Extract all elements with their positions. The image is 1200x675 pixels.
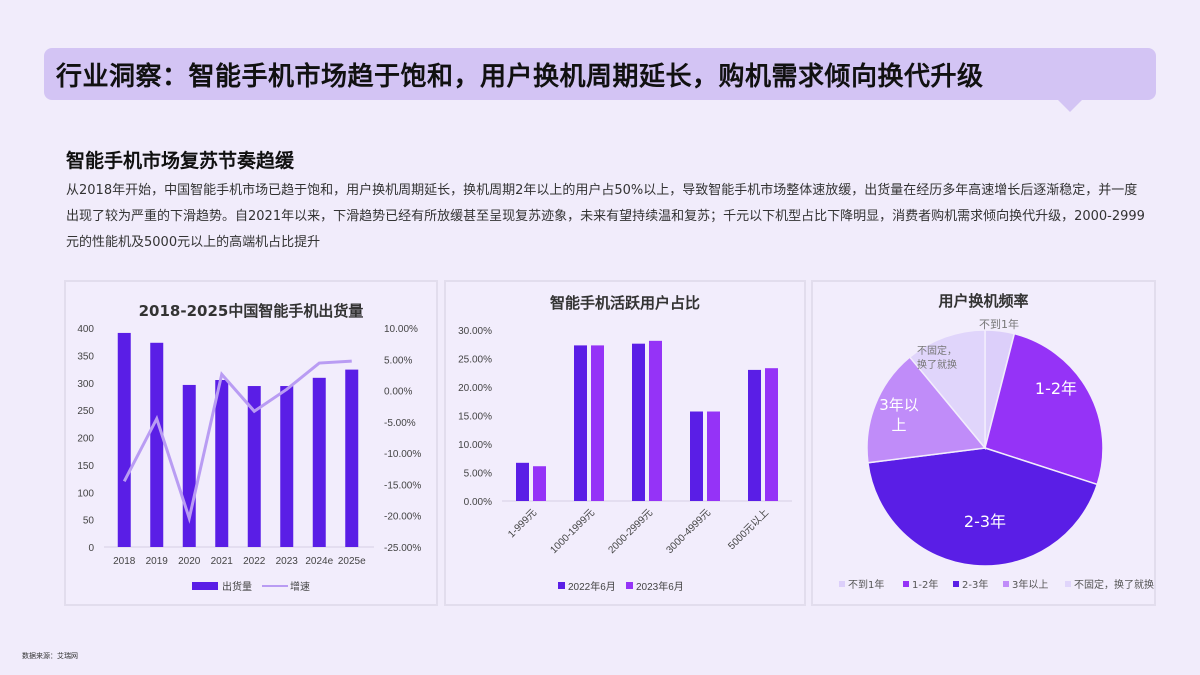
shipment-bar — [150, 342, 164, 547]
slice-label: 2-3年 — [964, 512, 1006, 531]
left-axis-tick: 300 — [77, 379, 94, 390]
section-title: 智能手机市场复苏节奏趋缓 — [66, 150, 295, 172]
y-axis-tick: 0.00% — [464, 497, 492, 508]
share-bar — [649, 340, 662, 501]
pie-slice — [984, 332, 1104, 486]
shipment-bar — [280, 386, 294, 547]
data-source: 数据来源：艾瑞网 — [22, 652, 78, 660]
legend-label: 1-2年 — [912, 578, 938, 591]
title-banner — [44, 48, 1156, 100]
shipment-bar — [215, 380, 229, 547]
right-axis-tick: 0.00% — [384, 387, 412, 398]
pie-slice — [908, 329, 986, 451]
left-axis-tick: 250 — [77, 406, 94, 417]
share-bar — [516, 462, 529, 501]
share-bar — [690, 411, 703, 501]
left-axis-tick: 100 — [77, 488, 94, 499]
right-axis-tick: 10.00% — [384, 324, 418, 335]
shipment-bar — [345, 369, 359, 547]
legend-label: 不固定，换了就换 — [1074, 578, 1154, 591]
shipments-chart-panel: 2018-2025中国智能手机出货量 400 350 300 250 200 150 100… — [64, 280, 438, 606]
replacement-frequency-title: 用户换机频率 — [938, 292, 1029, 310]
left-axis-tick: 200 — [77, 434, 94, 445]
legend-swatch — [839, 581, 845, 587]
x-axis-tick: 2025e — [338, 556, 366, 567]
legend-swatch — [1003, 581, 1009, 587]
right-axis-tick: -20.00% — [384, 512, 421, 523]
pie-slice — [866, 356, 987, 464]
share-bar — [707, 411, 720, 501]
active-users-chart-panel: 智能手机活跃用户占比 30.00% 25.00% 20.00% 15.00% 10.00… — [444, 280, 806, 606]
x-axis-tick: 2021 — [211, 556, 234, 567]
share-bar — [748, 369, 761, 501]
slice-label: 3年以 — [879, 396, 919, 414]
left-axis-tick: 150 — [77, 461, 94, 472]
shipments-chart-title: 2018-2025中国智能手机出货量 — [138, 302, 364, 320]
x-axis-tick: 5000元以上 — [726, 507, 771, 552]
legend-label: 出货量 — [222, 580, 252, 593]
right-axis-tick: -15.00% — [384, 480, 421, 491]
active-users-chart-title: 智能手机活跃用户占比 — [549, 294, 700, 312]
banner-tail — [1058, 100, 1082, 112]
slice-label: 换了就换 — [917, 358, 957, 371]
growth-line — [122, 359, 352, 524]
x-axis-tick: 2024e — [305, 556, 333, 567]
y-axis-tick: 5.00% — [464, 469, 492, 480]
share-bar — [632, 343, 645, 501]
shipment-bar — [117, 332, 131, 547]
shipments-chart: 400 350 300 250 200 150 100 50 0 10.00% 5.00% 0.00%… — [77, 324, 421, 593]
y-axis-tick: 10.00% — [458, 440, 492, 451]
left-axis-tick: 400 — [77, 324, 94, 335]
y-axis-tick: 20.00% — [458, 383, 492, 394]
legend-label: 2-3年 — [962, 578, 988, 591]
slice-label: 不到1年 — [979, 317, 1019, 331]
legend-bar-swatch — [192, 582, 218, 590]
legend-label: 增速 — [290, 580, 310, 593]
shipment-bar — [312, 377, 326, 547]
x-axis-tick: 2000-2999元 — [606, 507, 655, 556]
replacement-frequency-panel: 用户换机频率 不到1年 1-2年 2-3年 3年以上不固定， 换了就换 不到1年 1-2年 2… — [811, 280, 1156, 606]
x-axis-tick: 2023 — [276, 556, 299, 567]
y-axis-tick: 30.00% — [458, 326, 492, 337]
share-bar — [574, 345, 587, 501]
legend-swatch — [626, 582, 633, 589]
active-users-chart: 30.00% 25.00% 20.00% 15.00% 10.00% 5.00% 0.00%… — [458, 326, 792, 593]
page-title: 行业洞察：智能手机市场趋于饱和，用户换机周期延长，购机需求倾向换代升级 — [56, 62, 984, 92]
x-axis-tick: 3000-4999元 — [664, 507, 713, 556]
right-axis-tick: -5.00% — [384, 418, 416, 429]
left-axis-tick: 350 — [77, 351, 94, 362]
left-axis-tick: 50 — [83, 516, 95, 527]
legend-label: 2022年6月 — [568, 580, 616, 593]
right-axis-tick: 5.00% — [384, 355, 412, 366]
legend-swatch — [903, 581, 909, 587]
legend-swatch — [1065, 581, 1071, 587]
y-axis-tick: 15.00% — [458, 412, 492, 423]
x-axis-tick: 2018 — [113, 556, 136, 567]
slice-label: 1-2年 — [1035, 379, 1077, 398]
shipment-bar — [247, 386, 261, 547]
x-axis-tick: 2020 — [178, 556, 201, 567]
pie-slice — [867, 447, 1099, 567]
legend-label: 不到1年 — [848, 578, 884, 591]
legend-label: 3年以上 — [1012, 578, 1048, 591]
right-axis-tick: -10.00% — [384, 449, 421, 460]
left-axis-tick: 0 — [88, 543, 94, 554]
share-bar — [533, 466, 546, 501]
right-axis-tick: -25.00% — [384, 543, 421, 554]
legend-swatch — [558, 582, 565, 589]
slice-label: 不固定， — [917, 344, 957, 357]
share-bar — [765, 368, 778, 501]
section-body: 从2018年开始，中国智能手机市场已趋于饱和，用户换机周期延长，换机周期2年以上… — [66, 183, 1145, 250]
x-axis-tick: 1000-1999元 — [548, 507, 597, 556]
legend-swatch — [953, 581, 959, 587]
legend-label: 2023年6月 — [636, 580, 684, 593]
share-bar — [591, 345, 604, 501]
x-axis-tick: 1-999元 — [506, 507, 539, 540]
x-axis-tick: 2022 — [243, 556, 266, 567]
x-axis-tick: 2019 — [146, 556, 169, 567]
slice-label: 上 — [891, 416, 906, 434]
y-axis-tick: 25.00% — [458, 355, 492, 366]
